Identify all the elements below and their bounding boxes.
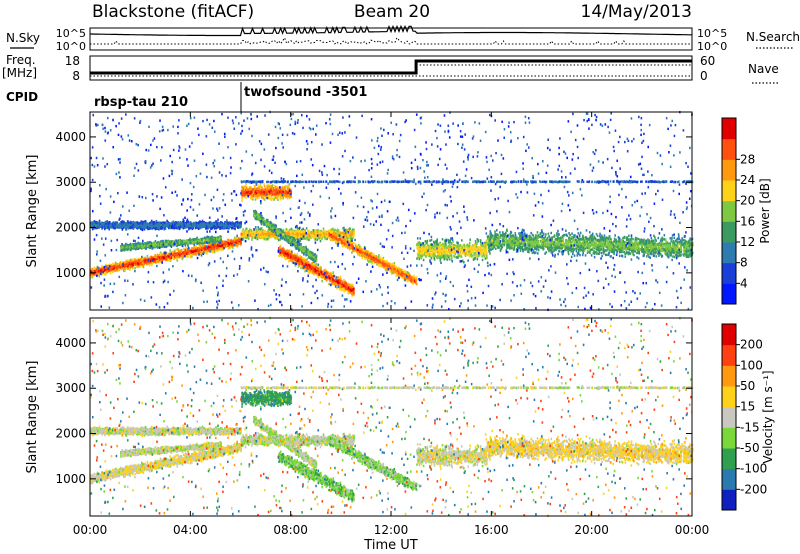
noise-tick-right-bottom: 10^0 <box>697 40 727 53</box>
nave-label: Nave <box>748 62 779 76</box>
noise-traces <box>90 26 692 44</box>
frequency-trace <box>90 61 692 73</box>
echo-cell <box>112 263 114 265</box>
echo-cell <box>170 255 172 257</box>
echo-cell <box>151 264 153 266</box>
echo-cell <box>191 255 193 257</box>
echo-cell <box>140 262 142 264</box>
echo-cell <box>94 267 96 269</box>
echo-cell <box>209 248 211 250</box>
noise-tick-right-top: 10^5 <box>697 27 727 40</box>
echo-cell <box>149 264 151 266</box>
beam-title: Beam 20 <box>354 2 430 22</box>
echo-cell <box>175 256 177 258</box>
echo-cell <box>183 248 185 250</box>
echo-cell <box>229 246 231 248</box>
echo-cell <box>175 248 177 250</box>
echo-cell <box>165 255 167 257</box>
echo-cell <box>147 263 149 265</box>
echo-cell <box>181 251 183 253</box>
echo-cell <box>112 270 114 272</box>
freq-tick-top: 18 <box>65 54 80 68</box>
echo-cell <box>234 239 236 241</box>
freq-traces <box>90 61 692 76</box>
echo-cell <box>134 267 136 269</box>
echo-cell <box>220 248 222 250</box>
figure-canvas: Blackstone (fitACF) Beam 20 14/May/2013 … <box>0 0 800 554</box>
nsearch-trace <box>90 38 692 44</box>
echo-cell <box>218 247 220 249</box>
echo-cell <box>190 256 192 258</box>
echo-cell <box>197 247 199 249</box>
echo-cell <box>129 269 131 271</box>
nsky-label: N.Sky <box>6 31 40 45</box>
echo-cell <box>206 250 208 252</box>
echo-cell <box>195 253 197 255</box>
echo-cell <box>169 249 171 251</box>
echo-cell <box>110 272 112 274</box>
echo-cell <box>130 265 132 267</box>
cpid-name-1: rbsp-tau 210 <box>94 95 188 110</box>
echo-cell <box>237 244 239 246</box>
echo-cell <box>178 249 180 251</box>
echo-cell <box>154 260 156 262</box>
echo-cell <box>147 255 149 257</box>
echo-cell <box>227 239 229 241</box>
echo-cell <box>184 249 186 251</box>
echo-cell <box>157 259 159 261</box>
station-title: Blackstone (fitACF) <box>92 2 254 22</box>
echo-cell <box>165 257 167 259</box>
echo-cell <box>108 270 110 272</box>
echo-cell <box>181 255 183 257</box>
echo-cell <box>168 255 170 257</box>
echo-cell <box>134 261 136 263</box>
echo-cell <box>134 264 136 266</box>
noise-tick-left-bottom: 10^0 <box>56 40 86 53</box>
echo-cell <box>191 248 193 250</box>
echo-cell <box>177 255 179 257</box>
cpid-name-2: twofsound -3501 <box>244 85 367 100</box>
echo-cell <box>187 255 189 257</box>
echo-cell <box>118 269 120 271</box>
echo-cell <box>101 265 103 267</box>
echo-cell <box>107 271 109 273</box>
echo-cell <box>211 251 213 253</box>
freq-label-line1: Freq. <box>6 53 36 67</box>
echo-cell <box>206 252 208 254</box>
echo-cell <box>215 250 217 252</box>
power-scatter <box>90 111 694 311</box>
echo-cell <box>138 263 140 265</box>
echo-cell <box>236 237 238 239</box>
freq-tick-bottom: 8 <box>72 69 80 83</box>
echo-cell <box>124 261 126 263</box>
echo-cell <box>116 267 118 269</box>
echo-cell <box>182 258 184 260</box>
nsearch-label: N.Search <box>746 30 800 44</box>
noise-tick-left-top: 10^5 <box>56 27 86 40</box>
echo-cell <box>172 256 174 258</box>
cpid-label: CPID <box>6 90 38 104</box>
echo-cell <box>156 260 158 262</box>
echo-cell <box>136 263 138 265</box>
echo-cell <box>135 258 137 260</box>
echo-cell <box>239 239 241 241</box>
echo-cell <box>223 243 225 245</box>
freq-label-line2: [MHz] <box>2 66 37 80</box>
echo-cell <box>123 270 125 272</box>
echo-cell <box>121 268 123 270</box>
echo-cell <box>140 258 142 260</box>
nave-tick-top: 60 <box>700 54 715 68</box>
echo-cell <box>95 269 97 271</box>
echo-cell <box>176 259 178 261</box>
echo-cell <box>160 253 162 255</box>
echo-cell <box>116 263 118 265</box>
echo-cell <box>157 257 159 259</box>
nave-tick-bottom: 0 <box>700 69 708 83</box>
date-title: 14/May/2013 <box>581 2 693 22</box>
echo-cell <box>227 245 229 247</box>
echo-cell <box>129 265 131 267</box>
